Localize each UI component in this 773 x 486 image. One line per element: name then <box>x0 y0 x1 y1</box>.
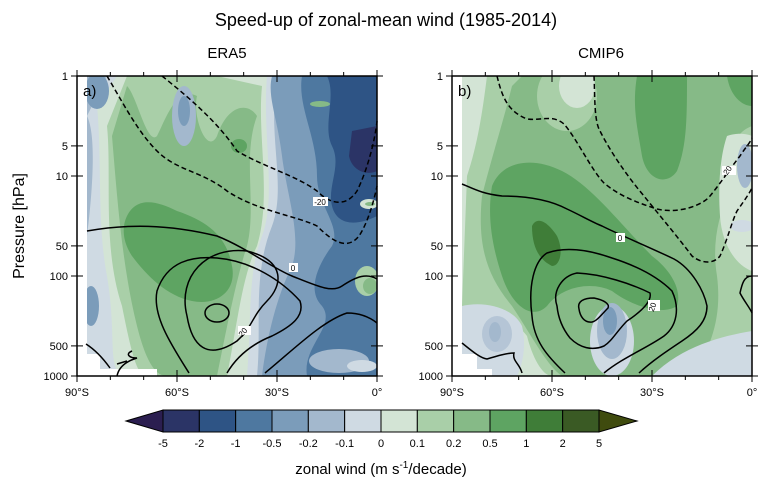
x-tick-label: 30°S <box>640 387 664 399</box>
colorbar-swatch <box>271 409 309 433</box>
panel-b-plot: -20 0 20 b) <box>452 75 753 376</box>
colorbar-swatch <box>344 409 382 433</box>
panel-a-contour-lines <box>85 75 378 377</box>
colorbar-title-main: zonal wind (m s <box>295 461 399 478</box>
colorbar-swatch <box>453 409 491 433</box>
colorbar-extend-high <box>598 409 639 433</box>
contour-label: 20 <box>647 301 659 313</box>
y-tick-label: 5 <box>62 141 68 153</box>
y-tick-label: 10 <box>56 171 68 183</box>
colorbar-title-sup: -1 <box>399 460 408 471</box>
colorbar-tick-label: 0.5 <box>482 438 497 450</box>
colorbar-tick-label: -0.1 <box>335 438 354 450</box>
panel-b-contour-lines <box>461 75 753 374</box>
plot-frame <box>451 75 753 377</box>
colorbar-swatch <box>416 409 455 433</box>
panel-a-plot: -20 0 20 a) <box>77 75 378 377</box>
colorbar-tick-label: 0.2 <box>446 438 461 450</box>
colorbar-tick-label: 5 <box>596 438 602 450</box>
y-tick-label: 500 <box>425 341 443 353</box>
panel-a-filled-contours <box>77 76 377 376</box>
colorbar-title: zonal wind (m s-1/decade) <box>295 460 466 478</box>
colorbar-tick-label: -5 <box>158 438 168 450</box>
panel-b-title: CMIP6 <box>578 45 624 62</box>
colorbar-tick-label: -0.2 <box>299 438 318 450</box>
x-tick-label: 90°S <box>65 387 89 399</box>
panel-a-axes: 90°S 60°S 30°S 0° 1 5 10 50 100 500 1000 <box>44 70 383 399</box>
colorbar-swatch <box>562 409 600 433</box>
colorbar-tick-label: 0.1 <box>410 438 425 450</box>
x-tick-label: 90°S <box>440 387 464 399</box>
y-tick-label: 1 <box>62 71 68 83</box>
figure-title: Speed-up of zonal-mean wind (1985-2014) <box>215 10 557 30</box>
panel-b-axes: 90°S 60°S 30°S 0° 1 5 10 50 100 500 1000 <box>419 70 758 399</box>
y-tick-label: 1000 <box>44 371 68 383</box>
colorbar-extend-low <box>124 409 164 433</box>
x-tick-label: 60°S <box>540 387 564 399</box>
y-tick-label: 50 <box>431 241 443 253</box>
colorbar-swatch <box>525 409 564 433</box>
colorbar-tick-label: 2 <box>560 438 566 450</box>
colorbar-swatch <box>235 409 273 433</box>
colorbar: -5 -2 -1 -0.5 -0.2 -0.1 0 0.1 0.2 0.5 1 2 5 <box>124 409 639 450</box>
colorbar-swatch <box>489 409 527 433</box>
colorbar-swatch <box>162 409 200 433</box>
y-axis-label: Pressure [hPa] <box>11 173 28 279</box>
panel-b-label: b) <box>458 83 471 100</box>
y-tick-label: 1 <box>437 71 443 83</box>
y-tick-label: 100 <box>50 271 68 283</box>
panel-b-filled-contours <box>452 76 752 376</box>
colorbar-swatch <box>307 409 346 433</box>
x-tick-label: 60°S <box>165 387 189 399</box>
x-tick-label: 30°S <box>265 387 289 399</box>
panel-a-label: a) <box>83 83 96 100</box>
y-tick-label: 50 <box>56 241 68 253</box>
colorbar-tick-label: -2 <box>194 438 204 450</box>
panel-a-title: ERA5 <box>207 45 246 62</box>
colorbar-tick-label: -0.5 <box>263 438 282 450</box>
colorbar-tick-label: 1 <box>523 438 529 450</box>
x-tick-label: 0° <box>747 387 758 399</box>
colorbar-swatch <box>380 409 418 433</box>
y-tick-label: 500 <box>50 341 68 353</box>
colorbar-tick-label: 0 <box>378 438 384 450</box>
plot-frame <box>76 75 378 377</box>
contour-label: -20 <box>314 198 326 207</box>
colorbar-title-end: /decade) <box>408 461 466 478</box>
colorbar-tick-label: -1 <box>231 438 241 450</box>
y-tick-label: 5 <box>437 141 443 153</box>
x-tick-label: 0° <box>372 387 383 399</box>
y-tick-label: 10 <box>431 171 443 183</box>
colorbar-swatch <box>198 409 237 433</box>
contour-label: 0 <box>291 264 296 273</box>
y-tick-label: 100 <box>425 271 443 283</box>
contour-label: 0 <box>618 234 623 243</box>
y-tick-label: 1000 <box>419 371 443 383</box>
